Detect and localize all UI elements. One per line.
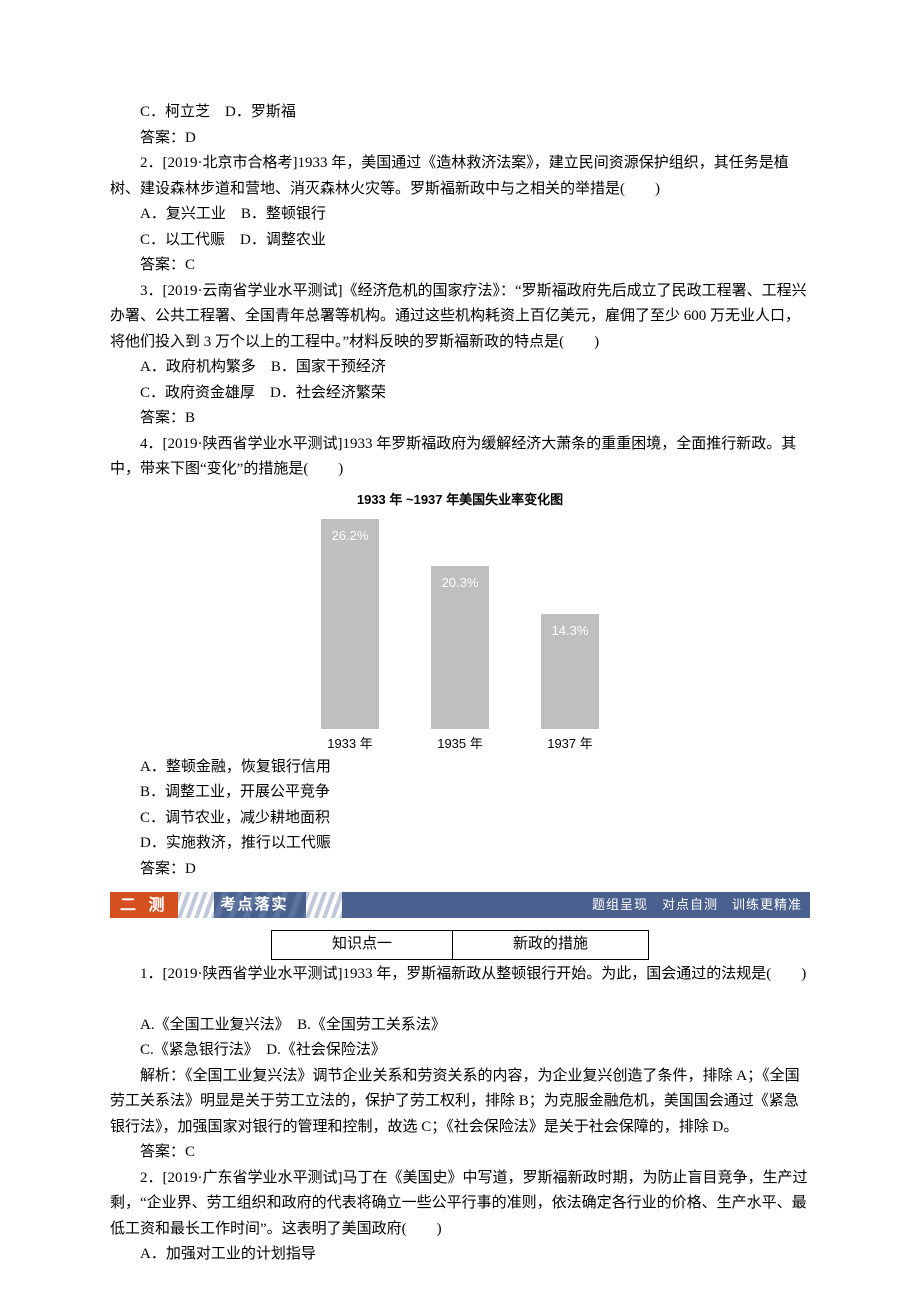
bar-label: 1935 年 xyxy=(437,733,483,755)
chart-bar: 14.3% 1937 年 xyxy=(541,614,599,755)
table-row: 知识点一 新政的措施 xyxy=(271,931,648,960)
s2q2-stem: 2．[2019·广东省学业水平测试]马丁在《美国史》中写道，罗斯福新政时期，为防… xyxy=(110,1166,810,1243)
section-banner: 二 测 考点落实 题组呈现 对点自测 训练更精准 xyxy=(110,892,810,918)
q2-option-ab: A．复兴工业 B．整顿银行 xyxy=(110,202,810,228)
banner-mid: 考点落实 xyxy=(220,892,288,918)
q4-option-c: C．调节农业，减少耕地面积 xyxy=(110,806,810,832)
q2-stem: 2．[2019·北京市合格考]1933 年，美国通过《造林救济法案》，建立民间资… xyxy=(110,151,810,202)
q4-stem: 4．[2019·陕西省学业水平测试]1933 年罗斯福政府为缓解经济大萧条的重重… xyxy=(110,432,810,483)
bar-value: 20.3% xyxy=(442,566,479,594)
q1-option-c-d: C．柯立芝 D．罗斯福 xyxy=(110,100,810,126)
s2q2-option-a: A．加强对工业的计划指导 xyxy=(110,1242,810,1268)
s2q1-stem: 1．[2019·陕西省学业水平测试]1933 年，罗斯福新政从整顿银行开始。为此… xyxy=(110,962,810,988)
q2-answer: 答案：C xyxy=(110,253,810,279)
q2-option-cd: C．以工代赈 D．调整农业 xyxy=(110,228,810,254)
s2q1-answer: 答案：C xyxy=(110,1140,810,1166)
chart-title: 1933 年 ~1937 年美国失业率变化图 xyxy=(110,489,810,511)
s2q1-option-cd: C.《紧急银行法》 D.《社会保险法》 xyxy=(110,1038,810,1064)
kpt-col1: 知识点一 xyxy=(271,931,452,960)
q4-option-d: D．实施救济，推行以工代赈 xyxy=(110,831,810,857)
q3-answer: 答案：B xyxy=(110,406,810,432)
q4-option-b: B．调整工业，开展公平竞争 xyxy=(110,780,810,806)
q3-option-cd: C．政府资金雄厚 D．社会经济繁荣 xyxy=(110,381,810,407)
kpt-col2: 新政的措施 xyxy=(453,931,649,960)
bar-value: 26.2% xyxy=(332,519,369,547)
s2q1-option-ab: A.《全国工业复兴法》 B.《全国劳工关系法》 xyxy=(110,1013,810,1039)
q4-answer: 答案：D xyxy=(110,857,810,883)
banner-right: 题组呈现 对点自测 训练更精准 xyxy=(342,892,810,918)
q3-stem: 3．[2019·云南省学业水平测试]《经济危机的国家疗法》：“罗斯福政府先后成立… xyxy=(110,279,810,356)
unemployment-chart: 26.2%1933 年20.3%1935 年14.3%1937 年 xyxy=(240,525,680,755)
q3-option-ab: A．政府机构繁多 B．国家干预经济 xyxy=(110,355,810,381)
chart-bar: 20.3% 1935 年 xyxy=(431,566,489,755)
s2q1-explanation: 解析：《全国工业复兴法》调节企业关系和劳资关系的内容，为企业复兴创造了条件，排除… xyxy=(110,1064,810,1141)
bar-label: 1933 年 xyxy=(327,733,373,755)
chart-bar: 26.2% 1933 年 xyxy=(321,519,379,755)
bar-label: 1937 年 xyxy=(547,733,593,755)
knowledge-point-table: 知识点一 新政的措施 xyxy=(271,930,649,960)
q1-answer: 答案：D xyxy=(110,126,810,152)
q4-option-a: A．整顿金融，恢复银行信用 xyxy=(110,755,810,781)
banner-hatch-icon xyxy=(306,892,342,918)
blank-line xyxy=(110,987,810,1013)
bar-value: 14.3% xyxy=(552,614,589,642)
banner-hatch-icon xyxy=(178,892,214,918)
banner-left: 二 测 xyxy=(110,892,178,918)
